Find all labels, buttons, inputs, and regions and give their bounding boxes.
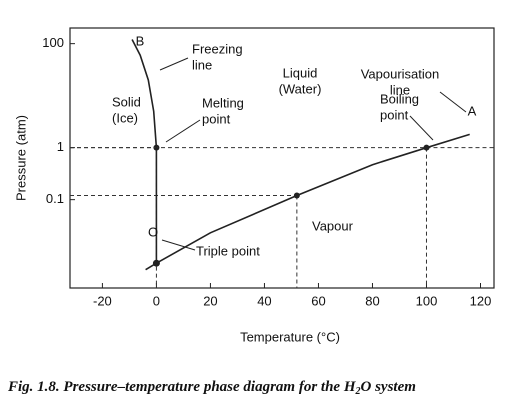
pointer	[439, 91, 467, 113]
annotation: (Water)	[279, 81, 322, 96]
x-tick-label: 100	[416, 293, 438, 308]
caption-text: Fig. 1.8. Pressure–temperature phase dia…	[7, 379, 357, 395]
annotation: (Ice)	[112, 110, 138, 125]
y-tick-label: 1	[57, 139, 64, 154]
phase-line	[131, 39, 158, 264]
annotation: Solid	[112, 94, 141, 109]
pointer	[165, 119, 201, 143]
triple-point	[152, 259, 160, 267]
pointer	[159, 57, 189, 71]
plot-frame	[69, 27, 495, 289]
annotation: Melting	[202, 95, 244, 110]
pointer	[409, 115, 434, 141]
annotation: Vapourisation	[361, 66, 440, 81]
annotation: O	[148, 224, 158, 239]
caption: Fig. 1.8. Pressure–temperature phase dia…	[7, 379, 416, 397]
annotation: Triple point	[196, 243, 260, 258]
annotation: B	[136, 33, 145, 48]
annotation: point	[380, 107, 409, 122]
caption-subscript: 2	[355, 386, 361, 397]
annotation: Liquid	[283, 65, 318, 80]
annotation: Freezing	[192, 41, 243, 56]
annotation: Boiling	[380, 91, 419, 106]
caption-text: O system	[361, 379, 416, 395]
annotation: A	[468, 103, 477, 118]
annotation: point	[202, 111, 231, 126]
y-tick-label: 0.1	[46, 191, 64, 206]
y-tick-label: 100	[42, 35, 64, 50]
phase-line	[156, 133, 470, 264]
y-axis-label: Pressure (atm)	[13, 115, 28, 201]
annotation: Vapour	[312, 218, 354, 233]
annotation: line	[390, 82, 410, 97]
x-tick-label: 120	[470, 293, 492, 308]
x-tick-label: -20	[93, 293, 112, 308]
x-axis-label: Temperature (°C)	[240, 329, 340, 344]
x-tick-label: 60	[311, 293, 325, 308]
x-tick-label: 80	[365, 293, 379, 308]
x-tick-label: 0	[153, 293, 160, 308]
x-tick-label: 20	[203, 293, 217, 308]
x-tick-label: 40	[257, 293, 271, 308]
pointer	[161, 239, 196, 251]
annotation: line	[192, 57, 212, 72]
